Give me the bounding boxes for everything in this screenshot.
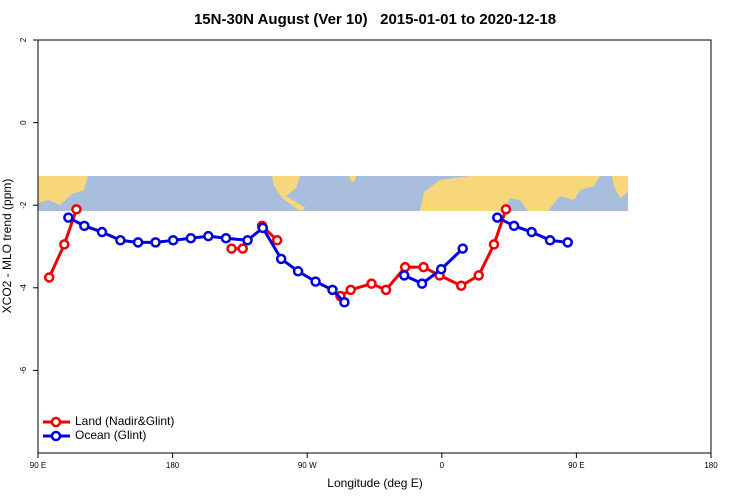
data-point <box>492 212 503 223</box>
data-point <box>167 235 179 246</box>
data-point <box>150 237 161 248</box>
data-point <box>345 284 356 296</box>
data-point <box>292 266 304 277</box>
data-point <box>500 204 512 215</box>
data-point <box>455 280 467 291</box>
data-point <box>366 278 377 289</box>
data-point <box>508 220 520 232</box>
data-point <box>562 237 573 248</box>
chart-title: 15N-30N August (Ver 10) 2015-01-01 to 20… <box>194 11 556 28</box>
data-point <box>380 284 392 296</box>
legend-label: Ocean (Glint) <box>75 428 146 442</box>
legend-marker <box>50 416 62 428</box>
data-point <box>71 204 82 215</box>
data-point <box>203 230 214 242</box>
data-point <box>96 226 108 238</box>
data-point <box>339 297 350 308</box>
data-point <box>544 235 556 246</box>
data-point <box>310 276 321 287</box>
data-point <box>242 235 253 246</box>
data-point <box>416 278 428 289</box>
x-tick-label: 90 W <box>298 461 317 470</box>
map-land <box>612 176 628 198</box>
data-point <box>327 284 338 296</box>
data-point <box>257 222 269 234</box>
x-tick-label: 180 <box>166 461 180 470</box>
data-point <box>399 270 410 281</box>
data-point <box>63 212 74 223</box>
x-axis-label: Longitude (deg E) <box>327 476 422 490</box>
y-tick-label: 2 <box>19 37 28 42</box>
legend-marker <box>50 430 62 442</box>
data-point <box>457 243 468 254</box>
data-point <box>399 261 411 273</box>
legend-label: Land (Nadir&Glint) <box>75 414 174 428</box>
x-tick-label: 90 E <box>30 461 46 470</box>
x-tick-label: 0 <box>440 461 445 470</box>
world-map-strip <box>38 176 628 211</box>
data-point <box>220 232 232 244</box>
series-line <box>67 216 568 304</box>
data-point <box>275 253 287 265</box>
data-point <box>435 263 447 275</box>
data-point <box>115 235 126 246</box>
data-point <box>132 237 144 248</box>
y-tick-label: -6 <box>19 366 28 374</box>
data-point <box>43 272 55 283</box>
data-point <box>59 239 70 250</box>
data-point <box>226 243 237 254</box>
data-point <box>488 239 500 250</box>
data-point <box>418 261 429 273</box>
x-tick-label: 180 <box>704 461 718 470</box>
map-land <box>272 176 306 211</box>
data-point <box>473 270 484 281</box>
y-tick-label: -4 <box>19 284 28 292</box>
data-point <box>271 235 283 246</box>
plot-frame <box>37 39 712 454</box>
data-point <box>526 226 537 238</box>
y-axis-label: XCO2 - MLO trend (ppm) <box>0 179 14 314</box>
y-tick-label: -2 <box>19 201 28 209</box>
map-land <box>350 176 356 182</box>
data-point <box>185 232 197 244</box>
map-land <box>420 176 600 211</box>
data-point <box>237 243 248 254</box>
map-land <box>38 176 88 205</box>
x-tick-label: 90 E <box>568 461 584 470</box>
y-tick-label: 0 <box>19 120 28 125</box>
data-point <box>79 220 90 232</box>
